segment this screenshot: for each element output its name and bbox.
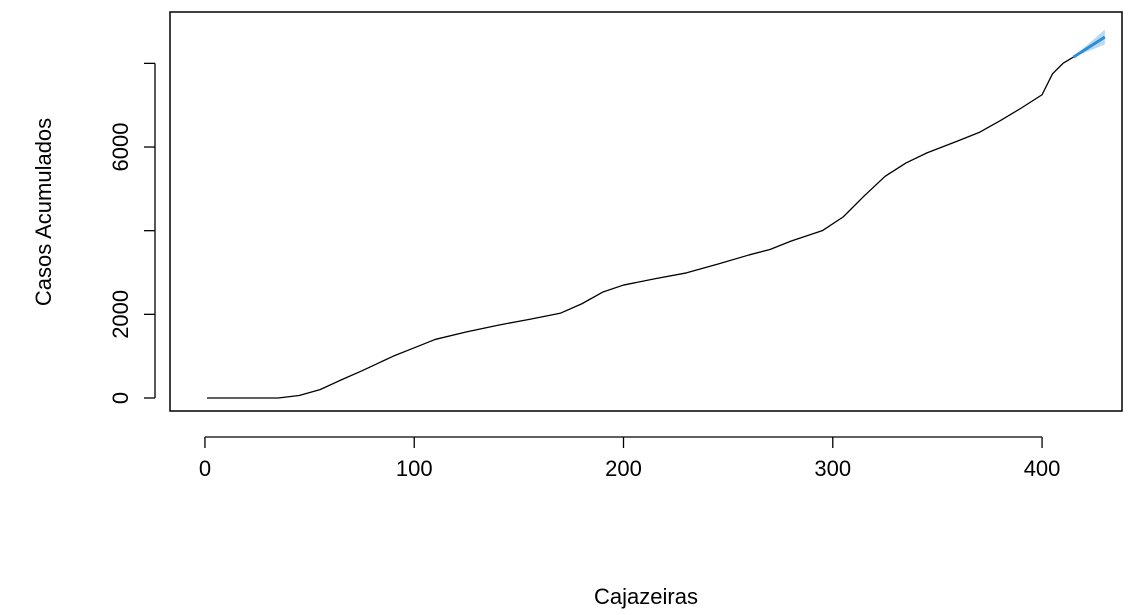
- y-tick-label: 6000: [108, 123, 133, 172]
- series-line: [207, 56, 1074, 399]
- series-line: [1072, 35, 1106, 59]
- x-axis-label: Cajazeiras: [594, 584, 698, 609]
- plot-box: [169, 11, 1123, 412]
- forecast-band: [1073, 29, 1105, 58]
- x-tick-label: 0: [199, 456, 211, 481]
- x-tick-label: 100: [396, 456, 433, 481]
- y-tick-label: 0: [108, 392, 133, 404]
- x-tick-label: 300: [814, 456, 851, 481]
- x-tick-label: 400: [1024, 456, 1061, 481]
- y-axis-label: Casos Acumulados: [31, 118, 56, 306]
- y-tick-label: 2000: [108, 290, 133, 339]
- x-tick-label: 200: [605, 456, 642, 481]
